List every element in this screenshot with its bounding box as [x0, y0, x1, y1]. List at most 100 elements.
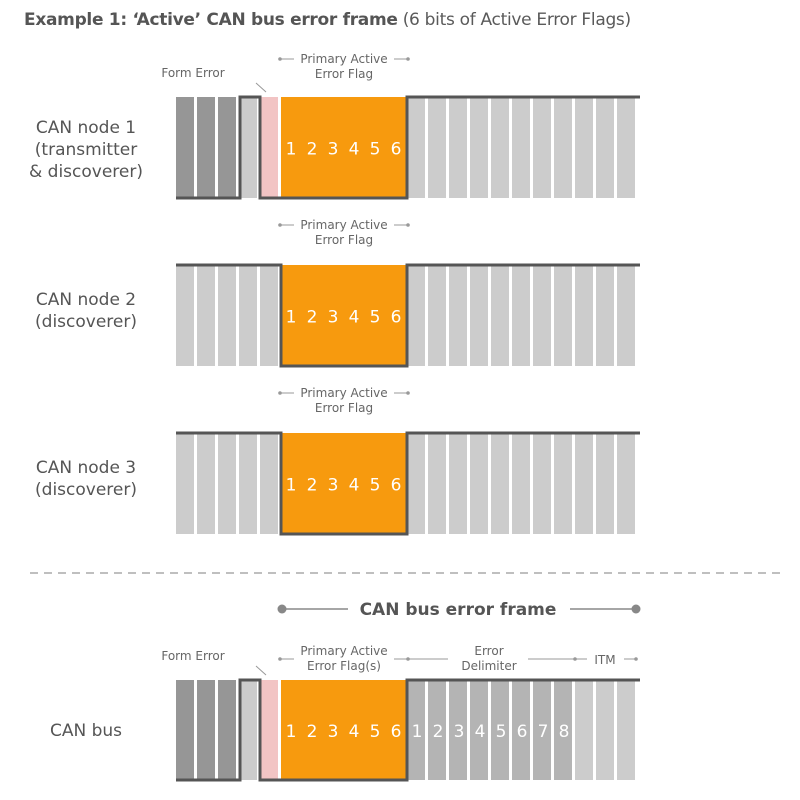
node1-bit-8	[323, 97, 341, 198]
node2-bit-9	[344, 265, 362, 366]
page-title: Example 1: ‘Active’ CAN bus error frame …	[24, 10, 631, 30]
bus-bit-number: 4	[349, 722, 360, 742]
node2-bit-6	[281, 265, 299, 366]
node2-bit-18	[533, 265, 551, 366]
node3-bit-14	[449, 433, 467, 534]
node1-bit-gap-9	[362, 97, 365, 198]
bus-bit-3	[218, 680, 236, 780]
bus-bit-1	[176, 680, 194, 780]
node1-form-error-label: Form Error	[161, 66, 224, 80]
bus-itm-label: ITM	[594, 653, 615, 667]
node1-bit-10	[365, 97, 383, 198]
node1-flag-span-left-dot	[278, 57, 282, 61]
node1-bit-11	[386, 97, 404, 198]
node3-bit-18	[533, 433, 551, 534]
bus-bit-gap-6	[299, 680, 302, 780]
bus-bit-5	[260, 680, 278, 780]
node3-bit-1	[176, 433, 194, 534]
node2-label-line2: (discoverer)	[35, 312, 137, 332]
bus-bit-19	[554, 680, 572, 780]
node2-flag-label-line2: Error Flag	[315, 233, 373, 247]
bus-bit-17	[512, 680, 530, 780]
title-rest: (6 bits of Active Error Flags)	[397, 10, 631, 30]
node3-bit-10	[365, 433, 383, 534]
node2-bit-number: 3	[328, 308, 339, 328]
node1-bit-17	[512, 97, 530, 198]
node3-bit-9	[344, 433, 362, 534]
node2-bit-gap-6	[299, 265, 302, 366]
node1-bit-19	[554, 97, 572, 198]
node1-bit-7	[302, 97, 320, 198]
bus-bit-number: 2	[307, 722, 318, 742]
node2-bit-20	[575, 265, 593, 366]
bus-bit-18	[533, 680, 551, 780]
node2-bit-14	[449, 265, 467, 366]
node3-flag-span-left-dot	[278, 391, 282, 395]
bus-bit-gap-7	[320, 680, 323, 780]
node2-bit-gap-7	[320, 265, 323, 366]
node2-bit-17	[512, 265, 530, 366]
node2-bit-3	[218, 265, 236, 366]
node2-bit-16	[491, 265, 509, 366]
node2-bit-5	[260, 265, 278, 366]
bus-form-error-label: Form Error	[161, 649, 224, 663]
bus-bit-21	[596, 680, 614, 780]
node1-bit-gap-10	[383, 97, 386, 198]
node1-bit-9	[344, 97, 362, 198]
node1-bit-12	[407, 97, 425, 198]
node1-bit-gap-7	[320, 97, 323, 198]
node1-bit-gap-8	[341, 97, 344, 198]
node3-bit-22	[617, 433, 635, 534]
node3-bit-20	[575, 433, 593, 534]
node3-bit-gap-8	[341, 433, 344, 534]
bus-bit-number: 8	[559, 722, 570, 742]
node3-bit-8	[323, 433, 341, 534]
node2-bit-gap-10	[383, 265, 386, 366]
bus-itm-span-right-dot	[634, 657, 638, 661]
node2-bit-10	[365, 265, 383, 366]
bus-bit-12	[407, 680, 425, 780]
node2-bit-4	[239, 265, 257, 366]
node1-flag-span-right-dot	[406, 57, 410, 61]
node1-bit-16	[491, 97, 509, 198]
bus-bit-10	[365, 680, 383, 780]
node1-bit-1	[176, 97, 194, 198]
bus-signal-outline	[176, 678, 640, 782]
node1-bit-22	[617, 97, 635, 198]
node3-bit-13	[428, 433, 446, 534]
node3-bit-3	[218, 433, 236, 534]
node3-label-line2: (discoverer)	[35, 480, 137, 500]
bus-bit-number: 7	[538, 722, 549, 742]
node3-bit-21	[596, 433, 614, 534]
bus-bit-number: 5	[496, 722, 507, 742]
node3-bit-number: 4	[349, 476, 360, 496]
node3-bit-gap-6	[299, 433, 302, 534]
bus-bit-number: 1	[286, 722, 297, 742]
bus-delimiter-label-line1: Error	[474, 644, 503, 658]
node1-bit-2	[197, 97, 215, 198]
node1-signal-outline	[176, 95, 640, 200]
title-bold: Example 1: ‘Active’ CAN bus error frame	[24, 10, 398, 30]
bus-bit-number: 4	[475, 722, 486, 742]
node2-bit-2	[197, 265, 215, 366]
bus-bit-2	[197, 680, 215, 780]
node3-bit-number: 1	[286, 476, 297, 496]
node1-flag-label-line2: Error Flag	[315, 67, 373, 81]
frame-span-right-dot	[631, 604, 641, 614]
node2-bit-11	[386, 265, 404, 366]
node3-bit-gap-10	[383, 433, 386, 534]
node1-flag-label-line1: Primary Active	[300, 52, 387, 66]
node2-bit-22	[617, 265, 635, 366]
node2-bit-8	[323, 265, 341, 366]
node3-label-line1: CAN node 3	[36, 458, 136, 478]
node3-flag-label-line1: Primary Active	[300, 386, 387, 400]
bus-bit-gap-9	[362, 680, 365, 780]
node2-flag-span-left-dot	[278, 223, 282, 227]
node2-bit-number: 4	[349, 308, 360, 328]
node1-bit-15	[470, 97, 488, 198]
bus-bit-number: 1	[412, 722, 423, 742]
node1-label-line1: CAN node 1	[36, 118, 136, 138]
node2-bit-15	[470, 265, 488, 366]
bus-bit-gap-8	[341, 680, 344, 780]
node1-bit-number: 3	[328, 140, 339, 160]
